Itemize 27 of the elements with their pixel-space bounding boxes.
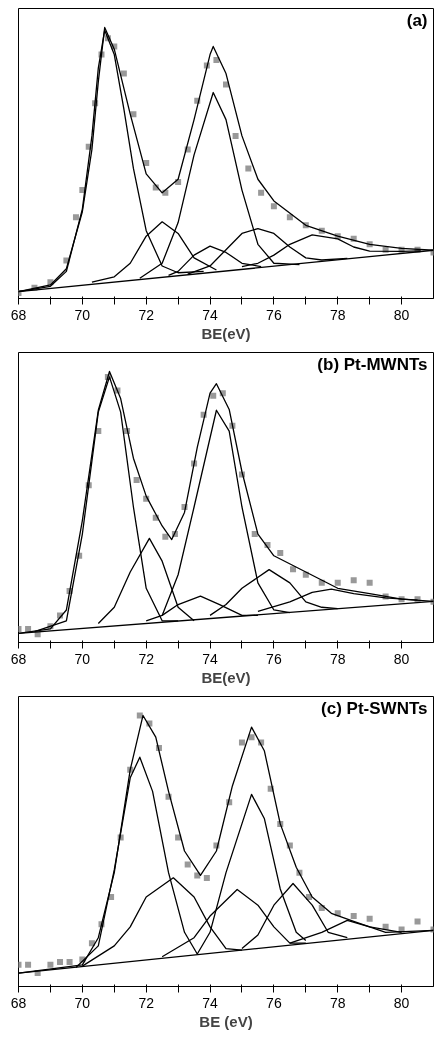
x-tick-label: 76 — [266, 650, 282, 667]
x-tick-label: 74 — [202, 650, 219, 667]
x-tick-label: 74 — [202, 994, 219, 1011]
x-tick-label: 80 — [393, 994, 410, 1011]
x-tick-label: 74 — [202, 306, 219, 323]
x-tick-label: 78 — [329, 994, 346, 1011]
x-tick-label: 72 — [138, 994, 155, 1011]
x-tick-label: 80 — [393, 650, 410, 667]
annotation: (a) — [406, 10, 428, 30]
x-tick-label: 70 — [74, 650, 91, 667]
x-axis-title: BE (eV) — [199, 1012, 253, 1030]
x-tick-label: 80 — [393, 306, 410, 323]
x-tick-label: 68 — [10, 994, 27, 1011]
x-axis-title: BE(eV) — [201, 668, 251, 686]
x-tick-label: 76 — [266, 994, 282, 1011]
x-tick-label: 72 — [138, 306, 155, 323]
x-tick-label: 76 — [266, 306, 282, 323]
x-tick-label: 68 — [10, 306, 27, 323]
x-tick-label: 68 — [10, 650, 27, 667]
x-tick-label: 70 — [74, 306, 91, 323]
x-tick-label: 78 — [329, 650, 346, 667]
x-tick-label: 72 — [138, 650, 155, 667]
x-tick-label: 70 — [74, 994, 91, 1011]
x-tick-label: 78 — [329, 306, 346, 323]
annotation: (b) Pt-MWNTs — [317, 354, 428, 374]
annotation: (c) Pt-SWNTs — [321, 698, 428, 718]
x-axis-title: BE(eV) — [201, 324, 251, 342]
